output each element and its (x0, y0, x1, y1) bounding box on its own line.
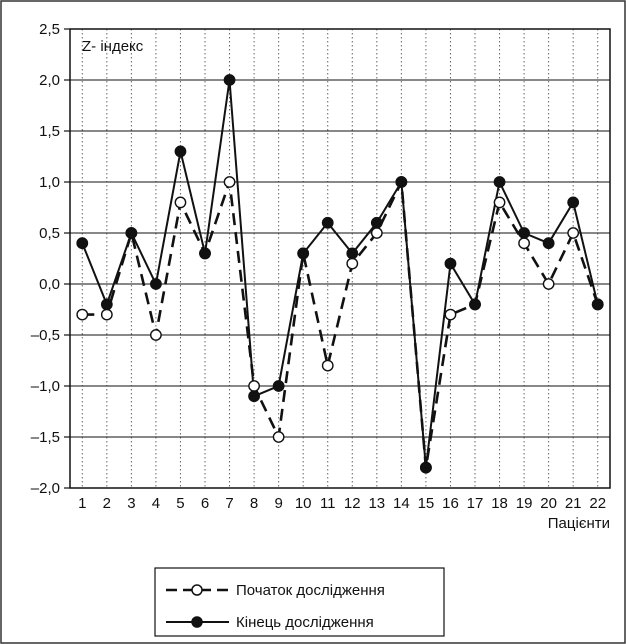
x-tick-label: 2 (103, 495, 111, 512)
x-tick-label: 14 (393, 495, 410, 512)
data-point-end (100, 298, 113, 311)
data-point-start (346, 257, 359, 270)
data-point-end (395, 176, 408, 188)
legend-marker-open (191, 584, 203, 596)
x-tick-label: 7 (225, 495, 233, 512)
data-point-end (174, 145, 187, 158)
x-tick-label: 1 (78, 495, 86, 512)
data-point-start (567, 227, 580, 239)
data-point-end (346, 247, 359, 260)
y-tick-label: 2,5 (39, 21, 60, 38)
data-point-start (542, 278, 555, 290)
x-tick-label: 22 (589, 495, 606, 512)
x-tick-label: 17 (467, 495, 484, 512)
data-point-end (272, 380, 285, 392)
y-tick-label: 1,5 (39, 123, 60, 140)
data-point-start (248, 380, 260, 392)
legend: Початок дослідження Кінець дослідження (154, 567, 445, 637)
data-point-end (591, 298, 604, 311)
data-point-end (223, 74, 236, 86)
x-tick-label: 5 (176, 495, 184, 512)
series-line-end (81, 79, 599, 468)
data-point-end (518, 227, 530, 239)
data-point-end (150, 278, 162, 290)
y-tick-label: –2,0 (31, 480, 60, 497)
data-point-end (321, 216, 334, 229)
x-tick-label: 16 (442, 495, 459, 512)
x-tick-label: 12 (344, 495, 361, 512)
x-tick-label: 20 (540, 495, 557, 512)
data-point-end (493, 176, 506, 188)
y-tick-label: –1,0 (31, 378, 60, 395)
data-point-start (370, 227, 383, 239)
data-point-start (174, 196, 187, 209)
data-point-end (76, 237, 89, 250)
y-axis-ticks: 2,5 2,0 1,5 1,0 0,5 0,0 –0,5 –1,0 –1,5 –2,0 (31, 21, 70, 497)
legend-box (154, 567, 445, 637)
y-tick-label: 0,5 (39, 225, 60, 242)
data-point-end (297, 247, 310, 260)
x-tick-label: 9 (274, 495, 282, 512)
legend-marker-filled (191, 616, 203, 628)
data-point-end (567, 196, 580, 209)
y-tick-label: 2,0 (39, 72, 60, 89)
x-tick-label: 3 (127, 495, 135, 512)
x-tick-label: 6 (201, 495, 209, 512)
data-point-start (100, 308, 113, 321)
x-tick-label: 15 (418, 495, 435, 512)
data-point-end (125, 227, 138, 239)
legend-label-start: Початок дослідження (236, 582, 385, 599)
data-point-start (518, 237, 530, 250)
y-tick-label: –0,5 (31, 327, 60, 344)
data-point-end (469, 298, 481, 311)
x-tick-label: 10 (295, 495, 312, 512)
series (76, 74, 604, 474)
data-point-start (444, 308, 457, 321)
data-point-start (76, 308, 89, 321)
data-point-end (420, 461, 432, 474)
data-point-end (542, 237, 555, 250)
plot-frame (69, 28, 611, 489)
data-point-end (444, 257, 457, 270)
legend-label-end: Кінець дослідження (236, 614, 374, 631)
x-tick-label: 18 (491, 495, 508, 512)
x-tick-label: 11 (320, 495, 336, 512)
x-tick-label: 8 (250, 495, 258, 512)
data-point-start (321, 359, 334, 372)
x-tick-label: 19 (516, 495, 533, 512)
x-axis-ticks: 1 2 3 4 5 6 7 8 9 10 11 12 13 14 15 16 17 18 19 20 21 22 (78, 495, 606, 512)
x-tick-label: 13 (368, 495, 385, 512)
y-tick-label: –1,5 (31, 429, 60, 446)
data-point-end (248, 390, 260, 403)
y-tick-label: 1,0 (39, 174, 60, 191)
data-point-start (272, 431, 285, 443)
x-tick-label: 4 (152, 495, 160, 512)
data-point-end (199, 247, 211, 260)
x-tick-label: 21 (565, 495, 582, 512)
data-point-start (493, 196, 506, 209)
data-point-start (150, 329, 162, 341)
y-tick-label: 0,0 (39, 276, 60, 293)
data-point-end (370, 216, 383, 229)
y-axis-title: Z- індекс (82, 38, 144, 55)
data-point-start (223, 176, 236, 188)
x-axis-title: Пацієнти (548, 515, 610, 532)
